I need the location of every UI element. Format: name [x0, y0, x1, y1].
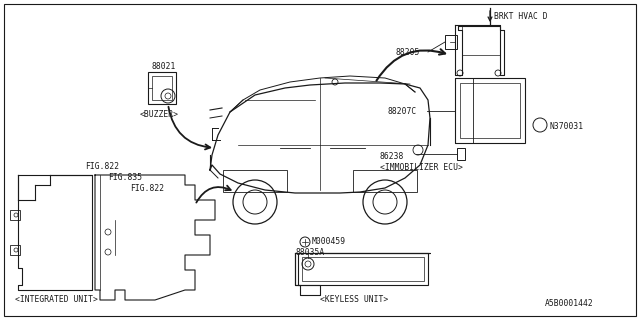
- Bar: [455, 78, 525, 143]
- Text: N370031: N370031: [550, 122, 584, 131]
- Bar: [302, 257, 424, 281]
- Bar: [455, 78, 473, 143]
- Text: <INTEGRATED UNIT>: <INTEGRATED UNIT>: [15, 295, 98, 304]
- Bar: [457, 148, 465, 160]
- Text: <KEYLESS UNIT>: <KEYLESS UNIT>: [320, 295, 388, 304]
- Text: 88035A: 88035A: [295, 248, 324, 257]
- Text: BRKT HVAC D: BRKT HVAC D: [494, 12, 548, 21]
- Text: 88205: 88205: [395, 48, 419, 57]
- Text: FIG.822: FIG.822: [130, 184, 164, 193]
- Bar: [445, 35, 457, 49]
- Text: 88021: 88021: [152, 62, 177, 71]
- FancyArrowPatch shape: [196, 186, 230, 203]
- Text: <IMMOBILIZER ECU>: <IMMOBILIZER ECU>: [380, 163, 463, 172]
- Bar: [10, 210, 20, 220]
- Text: <BUZZER>: <BUZZER>: [140, 110, 179, 119]
- Bar: [460, 83, 520, 138]
- Bar: [148, 72, 176, 104]
- Text: 86238: 86238: [380, 152, 404, 161]
- Bar: [298, 253, 428, 285]
- FancyArrowPatch shape: [376, 49, 445, 81]
- Bar: [353, 170, 417, 192]
- Text: FIG.822: FIG.822: [85, 162, 119, 171]
- Text: 88207C: 88207C: [388, 107, 417, 116]
- FancyArrowPatch shape: [168, 107, 210, 149]
- Bar: [152, 76, 172, 100]
- Bar: [10, 245, 20, 255]
- Text: M000459: M000459: [312, 237, 346, 246]
- Text: FIG.835: FIG.835: [108, 173, 142, 182]
- Bar: [223, 170, 287, 192]
- Text: A5B0001442: A5B0001442: [545, 299, 594, 308]
